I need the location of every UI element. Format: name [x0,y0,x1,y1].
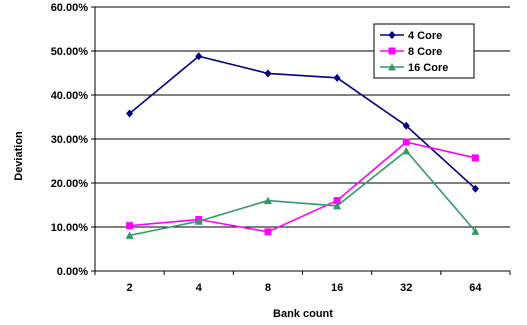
data-point [402,146,411,155]
x-tick-label: 64 [469,282,482,294]
legend-item: 4 Core [380,30,442,42]
data-point [471,154,479,162]
y-tick-label: 60.00% [51,2,89,14]
data-point [126,222,134,230]
data-point [333,201,342,210]
y-tick-label: 20.00% [51,178,89,190]
series-line [129,55,476,190]
data-point [333,197,341,205]
data-point [402,121,410,130]
x-axis-title: Bank count [273,308,333,320]
x-tick-label: 4 [196,282,203,294]
x-tick-label: 8 [265,282,271,294]
legend-marker [388,31,396,39]
legend-label: 4 Core [408,30,442,42]
y-axis-title: Deviation [13,131,25,181]
gridlines [95,6,510,228]
data-point [126,109,134,118]
legend-marker [388,63,396,71]
data-point [402,138,410,146]
data-point [333,73,341,82]
series-line [129,149,477,237]
y-tick-label: 10.00% [51,222,89,234]
x-tick-label: 16 [331,282,343,294]
axes: 0.00% 10.00% 20.00% 30.00% 40.00% 50.00% 60.00… [51,2,511,294]
data-point [125,231,134,239]
x-tick-label: 2 [127,282,133,294]
legend-label: 8 Core [408,46,442,58]
data-point [194,217,203,225]
y-tick-label: 50.00% [51,46,89,58]
legend-marker [388,47,396,55]
series-8-core [126,138,479,236]
y-tick-label: 40.00% [51,90,89,102]
y-tick-label: 30.00% [51,134,89,146]
series-line [129,141,476,233]
y-tick-label: 0.00% [57,266,88,278]
legend-label: 16 Core [408,62,448,74]
series-16-core [125,146,480,239]
legend: 4 Core 8 Core 16 Core [373,23,475,79]
series-group [125,52,480,239]
series-4-core [126,52,479,193]
data-point [195,52,203,61]
data-point [264,69,272,78]
data-point [471,184,479,193]
data-point [264,228,272,236]
data-point [263,196,272,205]
legend-item: 8 Core [380,46,442,58]
x-tick-label: 32 [400,282,412,294]
legend-item: 16 Core [380,62,448,74]
data-point [471,227,480,235]
